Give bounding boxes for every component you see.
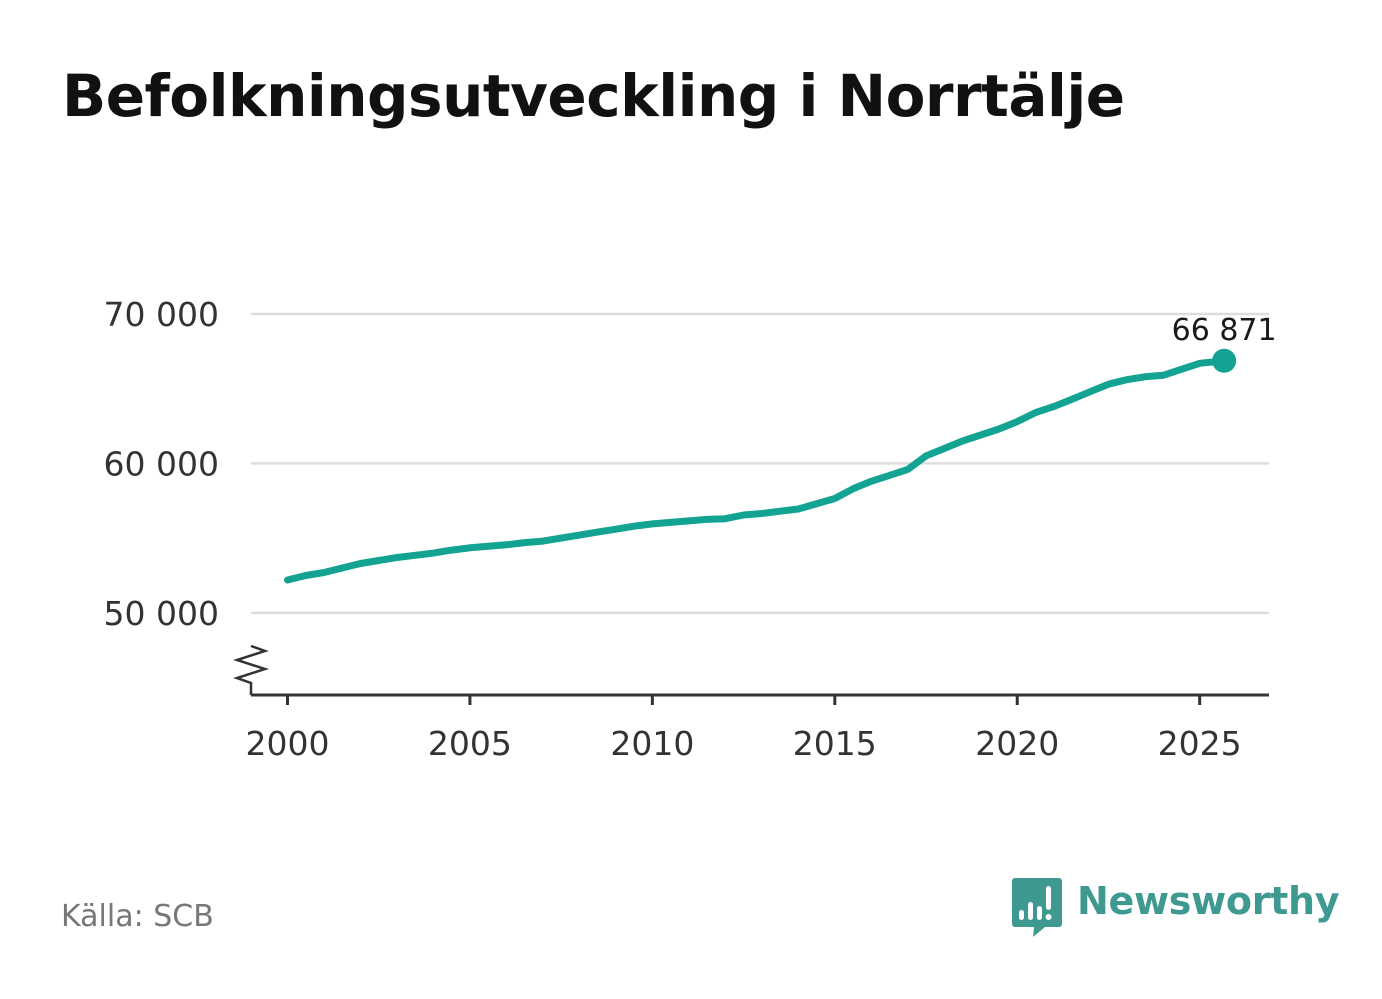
brand-logo[interactable]: Newsworthy	[1012, 878, 1340, 940]
y-axis-break	[232, 644, 270, 695]
y-tick-label: 70 000	[104, 295, 219, 334]
x-tick-label: 2005	[428, 724, 512, 763]
x-tick-label: 2010	[610, 724, 694, 763]
chart-title: Befolkningsutveckling i Norrtälje	[62, 62, 1125, 130]
series-layer	[284, 348, 1237, 584]
newsworthy-bar-chart-icon	[1012, 878, 1062, 937]
y-tick-label: 50 000	[104, 594, 219, 633]
labels: 50 000 60 000 70 000 2000 2005 2010 2015 2020 20…	[104, 295, 1277, 763]
x-tick-label: 2025	[1158, 724, 1242, 763]
y-tick-label: 60 000	[104, 444, 219, 483]
axes	[232, 644, 1269, 705]
end-value-label: 66 871	[1172, 313, 1277, 348]
end-point-marker	[1212, 348, 1237, 373]
x-tick-label: 2020	[975, 724, 1059, 763]
x-tick-label: 2015	[793, 724, 877, 763]
x-tick-label: 2000	[245, 724, 329, 763]
population-line	[284, 357, 1228, 584]
gridlines	[251, 312, 1269, 615]
source-note: Källa: SCB	[61, 899, 214, 934]
brand-name: Newsworthy	[1077, 879, 1340, 923]
